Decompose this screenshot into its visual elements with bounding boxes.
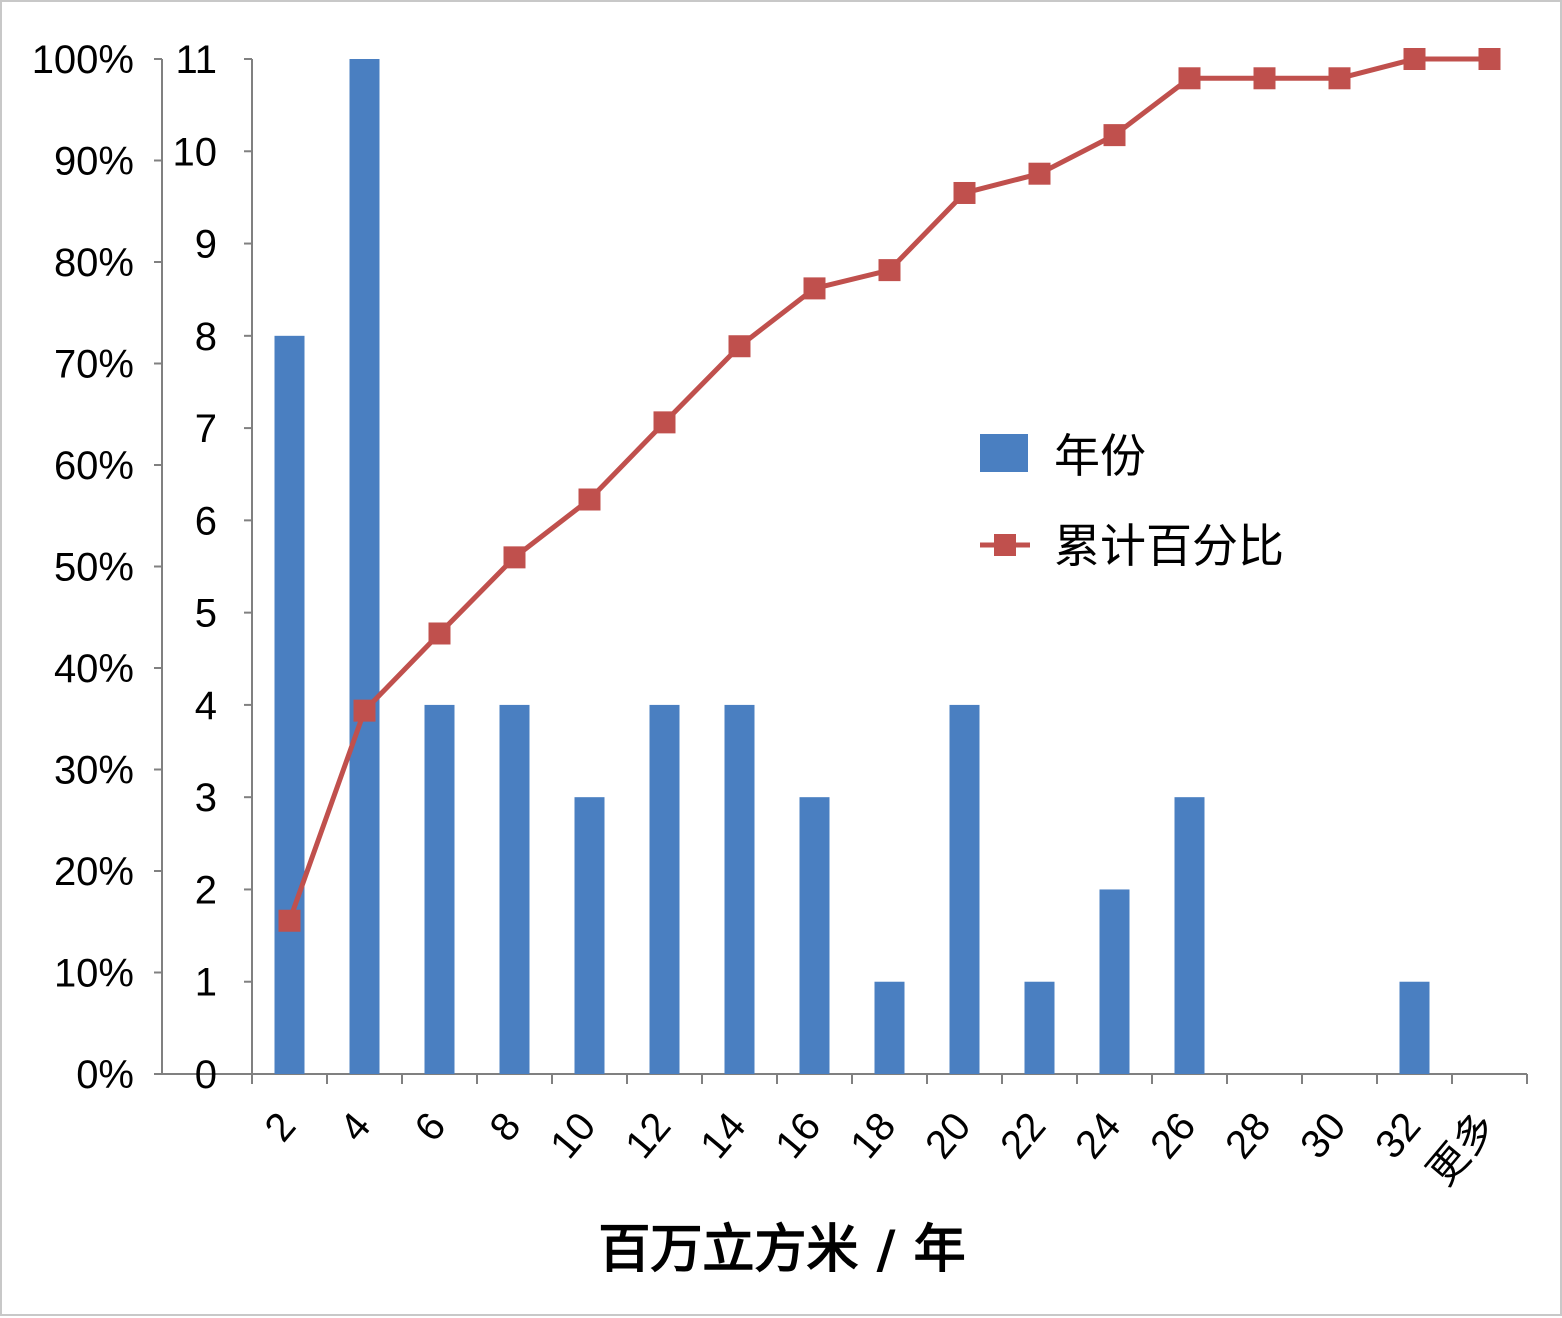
y-right-tick-label: 90% [54, 140, 134, 184]
x-tick-label: 2 [256, 1105, 304, 1150]
bar [1024, 981, 1055, 1074]
bar [1174, 797, 1205, 1074]
line-marker [1478, 48, 1501, 70]
x-tick-label: 24 [1067, 1105, 1129, 1167]
y-left-tick-label: 2 [195, 868, 217, 912]
bar [499, 704, 530, 1074]
y-left-tick-label: 0 [195, 1053, 217, 1097]
y-left-tick-label: 3 [195, 776, 217, 820]
bar [1099, 889, 1130, 1074]
x-tick-label: 更多 [1419, 1105, 1504, 1195]
x-tick-label: 10 [542, 1105, 604, 1167]
axes: 0 1 2 3 4 5 6 7 8 9 10 11 0% 10% 20% 30% 40% 50% 60% 70% 80%… [32, 38, 1528, 1097]
bar [799, 797, 830, 1074]
line-marker [653, 411, 676, 434]
legend-swatch-marker [994, 534, 1016, 556]
y-right-tick-label: 50% [54, 546, 134, 590]
line-marker [1028, 162, 1051, 185]
y-left-tick-label: 8 [195, 315, 217, 359]
y-left-tick-label: 10 [173, 130, 218, 174]
bar [1399, 981, 1430, 1074]
bar [574, 797, 605, 1074]
x-tick-label: 16 [767, 1105, 829, 1167]
line-marker [878, 259, 901, 282]
x-tick-label: 6 [406, 1105, 454, 1150]
legend-swatch-bar [980, 434, 1028, 472]
bar [349, 59, 380, 1074]
x-tick-label: 22 [992, 1105, 1054, 1167]
y-left-tick-label: 11 [175, 38, 217, 82]
bars-series [274, 59, 1430, 1074]
y-left-tick-label: 5 [195, 592, 217, 636]
line-marker [728, 335, 751, 358]
line-series [278, 48, 1501, 932]
legend-label-bar: 年份 [1054, 429, 1146, 483]
line-marker [578, 488, 601, 511]
y-right-tick-label: 60% [54, 444, 134, 488]
line-marker [1103, 124, 1126, 147]
y-right-tick-label: 100% [32, 38, 134, 82]
line-marker [1253, 67, 1276, 90]
bar [949, 704, 980, 1074]
x-tick-label: 28 [1217, 1105, 1279, 1167]
y-left-tick-label: 9 [195, 223, 217, 267]
bar [424, 704, 455, 1074]
y-right-tick-label: 70% [54, 343, 134, 387]
line-marker [1178, 67, 1201, 90]
y-left-tick-label: 6 [195, 499, 217, 543]
y-right-tick-label: 40% [54, 647, 134, 691]
bar [649, 704, 680, 1074]
line-marker [428, 622, 451, 645]
y-right-tick-label: 80% [54, 241, 134, 285]
x-tick-label: 26 [1142, 1105, 1204, 1167]
line-marker [503, 546, 526, 569]
cumulative-line [287, 56, 1490, 922]
y-left-tick-label: 4 [195, 684, 217, 728]
line-marker [803, 277, 826, 300]
line-marker [353, 699, 376, 722]
y-left-tick-label: 7 [195, 407, 217, 451]
x-tick-label: 30 [1292, 1105, 1354, 1167]
y-right-tick-label: 10% [54, 952, 134, 996]
x-tick-label: 32 [1367, 1105, 1429, 1167]
y-right-tick-label: 20% [54, 850, 134, 894]
bar [874, 981, 905, 1074]
x-tick-label: 4 [331, 1105, 379, 1150]
line-marker [1403, 48, 1426, 70]
x-tick-label: 18 [842, 1105, 904, 1167]
y-right-tick-label: 0% [76, 1053, 134, 1097]
bar [724, 704, 755, 1074]
bar [274, 335, 305, 1074]
x-tick-label: 14 [692, 1105, 754, 1167]
x-tick-label: 12 [617, 1105, 679, 1167]
x-tick-label: 8 [481, 1105, 529, 1150]
x-tick-label: 20 [917, 1105, 979, 1167]
y-right-tick-label: 30% [54, 749, 134, 793]
legend: 年份 累计百分比 [980, 429, 1284, 573]
legend-label-line: 累计百分比 [1054, 519, 1284, 573]
line-marker [1328, 67, 1351, 90]
line-marker [953, 181, 976, 204]
y-left-tick-label: 1 [195, 961, 217, 1005]
line-marker [278, 909, 301, 932]
x-axis-label: 百万立方米 / 年 [598, 1220, 965, 1280]
